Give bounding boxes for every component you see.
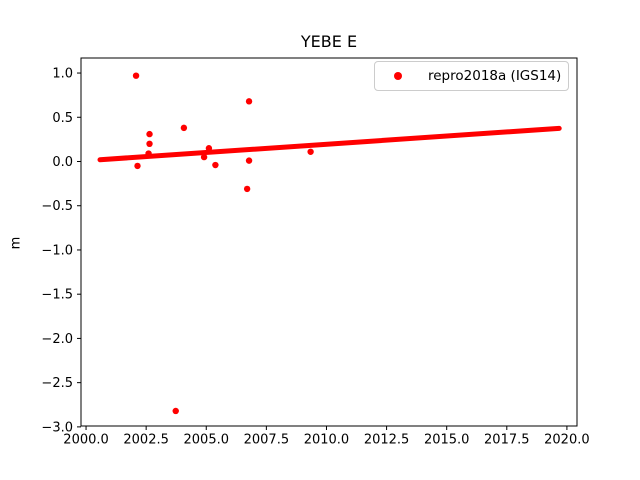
- y-tick-label: −1.0: [41, 243, 73, 258]
- chart-title: YEBE E: [300, 32, 358, 51]
- y-tick-label: −3.0: [41, 420, 73, 435]
- data-point: [205, 145, 213, 152]
- y-tick-label: −1.5: [41, 288, 73, 303]
- y-tick-label: 0.0: [52, 155, 73, 170]
- data-point: [132, 72, 140, 79]
- y-tick-label: −0.5: [41, 199, 73, 214]
- x-tick-label: 2002.5: [123, 433, 169, 448]
- plot-border: [80, 57, 578, 427]
- legend: repro2018a (IGS14): [374, 61, 569, 91]
- data-point: [146, 130, 153, 138]
- data-point: [145, 150, 152, 157]
- data-point: [146, 140, 153, 148]
- y-tick-label: −2.0: [41, 332, 73, 347]
- legend-label: repro2018a (IGS14): [428, 68, 562, 84]
- data-point: [243, 185, 251, 193]
- x-tick-label: 2012.5: [364, 433, 410, 448]
- legend-marker-dot: [394, 72, 402, 80]
- y-tick-label: 0.5: [52, 111, 73, 126]
- data-point: [180, 124, 188, 132]
- y-tick-label: 1.0: [52, 67, 73, 82]
- y-tick-label: −2.5: [41, 376, 73, 391]
- data-point: [245, 157, 253, 164]
- dense-trend-band: [97, 125, 562, 163]
- x-tick-label: 2007.5: [244, 433, 290, 448]
- data-point: [134, 162, 141, 170]
- data-point: [245, 98, 253, 105]
- x-tick-label: 2010.0: [304, 433, 350, 448]
- x-tick-label: 2020.0: [544, 433, 590, 448]
- x-tick-label: 2017.5: [484, 433, 530, 448]
- data-point: [172, 407, 179, 415]
- x-tick-label: 2005.0: [184, 433, 230, 448]
- x-tick-label: 2015.0: [424, 433, 470, 448]
- x-tick-label: 2000.0: [63, 433, 109, 448]
- data-point: [307, 148, 314, 155]
- data-point: [212, 161, 219, 169]
- data-point: [200, 153, 208, 161]
